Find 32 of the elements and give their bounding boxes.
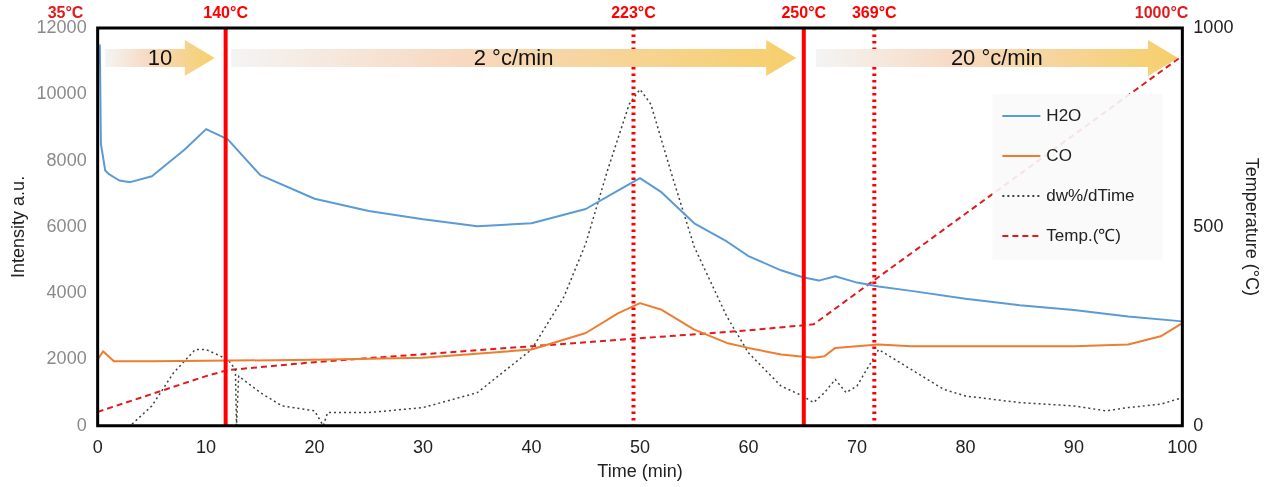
x-tick-label: 10 <box>196 436 217 457</box>
y2-tick-label: 500 <box>1193 215 1224 236</box>
legend-label: H2O <box>1046 105 1082 125</box>
y-tick-label: 4000 <box>46 282 87 303</box>
text: 1000°C <box>1134 4 1189 22</box>
legend-label: CO <box>1046 145 1072 165</box>
x-axis-title: Time (min) <box>597 461 683 482</box>
y-axis-title: Intensity a.u. <box>7 175 28 278</box>
x-tick-label: 20 <box>304 436 325 457</box>
y-tick-label: 6000 <box>46 215 87 236</box>
x-tick-label: 30 <box>413 436 434 457</box>
x-tick-label: 70 <box>846 436 867 457</box>
y-tick-label: 10000 <box>36 83 87 104</box>
y2-tick-label: 1000 <box>1193 16 1234 37</box>
y2-tick-label: 0 <box>1193 414 1204 435</box>
ref-line-label: 223°C <box>611 4 657 22</box>
legend-label: Temp.(℃) <box>1046 225 1121 245</box>
ref-line-label: 140°C <box>203 4 249 22</box>
y-tick-label: 2000 <box>46 348 87 369</box>
x-tick-label: 80 <box>955 436 976 457</box>
y-tick-label: 0 <box>76 414 87 435</box>
x-tick-label: 60 <box>738 436 759 457</box>
ref-line-label: 250°C <box>781 4 827 22</box>
x-tick-label: 0 <box>92 436 103 457</box>
y2-axis-title: Temperature (°C) <box>1242 157 1263 297</box>
x-tick-label: 50 <box>629 436 651 457</box>
y-tick-label: 8000 <box>46 149 87 170</box>
legend-label: dw%/dTime <box>1046 185 1135 205</box>
x-tick-label: 100 <box>1167 436 1198 457</box>
x-tick-label: 90 <box>1063 436 1084 457</box>
x-tick-label: 40 <box>521 436 542 457</box>
ref-line-label: 369°C <box>851 4 898 22</box>
